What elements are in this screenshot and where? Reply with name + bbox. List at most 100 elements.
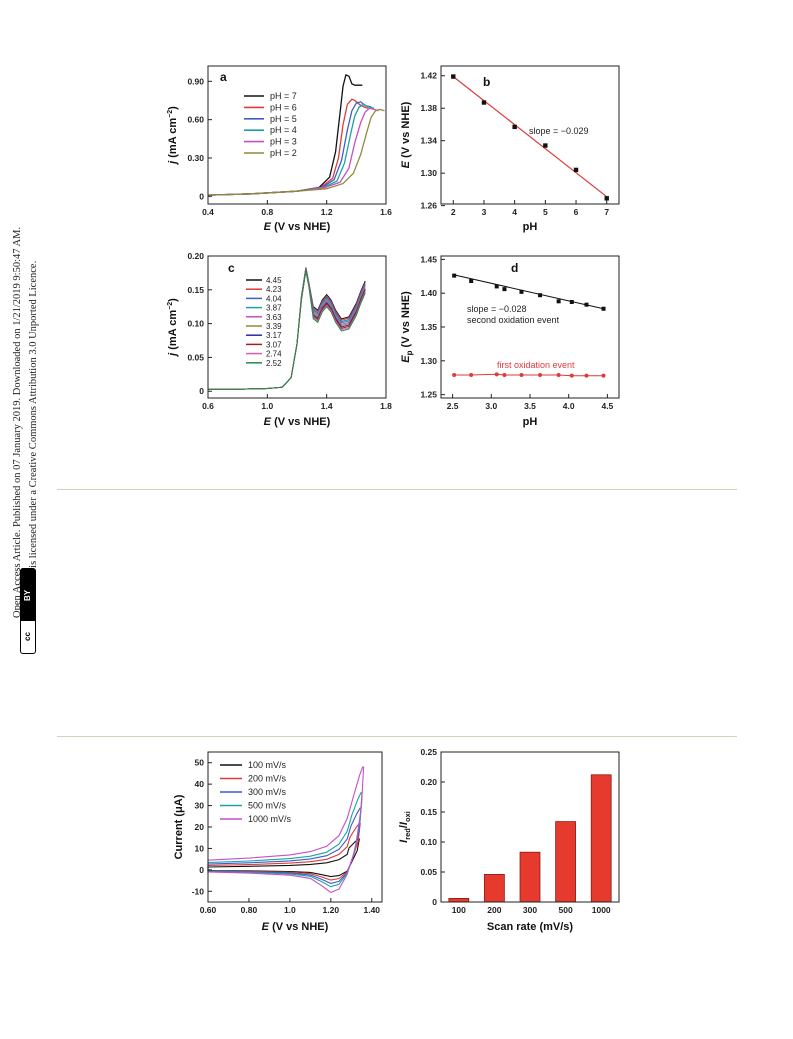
data-point-second (584, 302, 589, 307)
legend-label: 2.52 (266, 359, 282, 368)
e-xtick-label: 0.60 (200, 905, 217, 915)
data-point-second (519, 289, 524, 294)
data-point-first (452, 373, 457, 378)
a-xtick-label: 1.6 (380, 207, 392, 217)
data-point-second (452, 273, 457, 278)
x-category-label: 1000 (592, 905, 611, 915)
data-point-second (556, 299, 561, 304)
e-xtick-label: 1.0 (284, 905, 296, 915)
bar-500 (555, 821, 576, 903)
c-ytick-label: 0.15 (187, 285, 204, 295)
chart-panel-a: 0.4 0.8 1.2 1.6 0 0.30 0.60 0.90 a pH = 7pH = 6 pH… (167, 65, 392, 233)
a-xtick-label: 0.8 (261, 207, 273, 217)
bar-300 (519, 851, 541, 903)
legend-label: pH = 6 (270, 102, 297, 112)
cc-by-badge-icon[interactable]: BY cc (20, 568, 36, 654)
chart-panel-d: 2.5 3.0 3.5 4.0 4.5 1.25 1.30 1.35 1.40 1.45 d slop… (400, 254, 620, 428)
x-axis-label: E (V vs NHE) (264, 416, 331, 428)
slope-annotation: slope = −0.029 (529, 126, 589, 136)
y-axis-label: j (mA cm−2) (167, 106, 179, 166)
f-ytick-label: 0.25 (420, 747, 437, 757)
x-axis-label: Scan rate (mV/s) (487, 921, 574, 933)
series-line-3.87 (208, 268, 366, 390)
b-xtick-label: 3 (482, 207, 487, 217)
fit-line (452, 76, 608, 198)
b-ytick-label: 1.30 (420, 168, 437, 178)
data-point (573, 167, 579, 173)
legend-label: 100 mV/s (248, 760, 287, 770)
d-ytick-label: 1.45 (420, 254, 437, 264)
f-ytick-label: 0.10 (420, 837, 437, 847)
e-xtick-label: 1.20 (323, 905, 340, 915)
legend-label: 4.04 (266, 294, 282, 303)
b-ytick-label: 1.42 (420, 71, 437, 81)
c-ytick-label: 0.10 (187, 319, 204, 329)
c-xtick-label: 1.0 (261, 401, 273, 411)
chart-panel-b: 2 3 4 5 6 7 1.26 1.30 1.34 1.38 1.42 b slope = −0.02… (400, 65, 620, 233)
data-point-first (584, 373, 589, 378)
d-ytick-label: 1.35 (420, 322, 437, 332)
data-point-first (519, 373, 524, 378)
legend-label: pH = 4 (270, 125, 297, 135)
y-axis-label: Current (μA) (173, 794, 185, 859)
a-xtick-label: 1.2 (321, 207, 333, 217)
panel-letter-c: c (228, 261, 235, 275)
y-axis-label: Ired/Ioxi (398, 811, 412, 843)
b-xtick-label: 6 (574, 207, 579, 217)
b-ytick-label: 1.26 (420, 201, 437, 211)
x-axis-label: pH (523, 221, 538, 233)
divider-bottom (57, 736, 737, 737)
legend-label: 4.45 (266, 276, 282, 285)
b-ytick-label: 1.34 (420, 136, 437, 146)
y-axis-label: j (mA cm−2) (167, 298, 179, 358)
legend-label: 4.23 (266, 285, 282, 294)
data-point-second (601, 306, 606, 311)
x-category-label: 300 (523, 905, 537, 915)
b-ytick-label: 1.38 (420, 103, 437, 113)
data-point (543, 143, 548, 148)
a-ytick-label: 0.60 (187, 115, 204, 125)
legend-label: 1000 mV/s (248, 814, 292, 824)
chart-panel-c: 0.6 1.0 1.4 1.8 0 0.05 0.10 0.15 0.20 c 4.454.234.… (167, 251, 392, 428)
e-ytick-label: 20 (195, 822, 205, 832)
cv-loop-100mVs (207, 838, 360, 878)
x-category-label: 200 (487, 905, 501, 915)
e-ytick-label: 0 (199, 865, 204, 875)
data-point-first (556, 373, 561, 378)
legend-label: 3.87 (266, 304, 282, 313)
b-xtick-label: 5 (543, 207, 548, 217)
d-xtick-label: 4.0 (563, 401, 575, 411)
x-axis-label: E (V vs NHE) (262, 921, 329, 933)
e-ytick-label: 50 (195, 758, 205, 768)
data-point-first (469, 373, 474, 378)
data-point (604, 196, 609, 201)
fit-line-second (454, 274, 604, 310)
slope-annotation: slope = −0.028 (467, 304, 527, 314)
cv-loop-1000mVs (207, 766, 365, 894)
legend-label: pH = 7 (270, 91, 297, 101)
data-point (481, 100, 487, 105)
bar-200 (484, 874, 505, 903)
d-frame (440, 255, 620, 399)
series-line-2.74 (208, 270, 366, 390)
line-first (454, 373, 604, 377)
a-ytick-label: 0.30 (187, 153, 204, 163)
e-ytick-label: -10 (192, 886, 205, 896)
data-point (512, 124, 517, 130)
data-point-second (494, 284, 499, 289)
c-ytick-label: 0 (199, 386, 204, 396)
d-ytick-label: 1.25 (420, 390, 437, 400)
c-ytick-label: 0.20 (187, 251, 204, 261)
y-axis-label: E (V vs NHE) (400, 101, 412, 168)
x-axis-label: pH (523, 416, 538, 428)
d-ytick-label: 1.30 (420, 356, 437, 366)
bar-100 (448, 898, 470, 903)
legend-label: 300 mV/s (248, 787, 287, 797)
first-event-annotation: first oxidation event (497, 360, 575, 370)
divider-top (57, 489, 737, 490)
data-point-first (502, 373, 507, 378)
e-xtick-label: 1.40 (363, 905, 380, 915)
f-ytick-label: 0.05 (420, 867, 437, 877)
data-point-second (569, 299, 574, 304)
